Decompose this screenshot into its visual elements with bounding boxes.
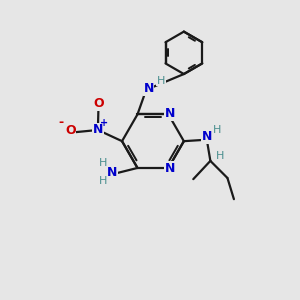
Text: O: O — [93, 97, 104, 110]
Text: N: N — [143, 82, 154, 95]
Text: -: - — [59, 116, 64, 129]
Text: N: N — [165, 107, 175, 120]
Text: H: H — [99, 176, 107, 186]
Text: H: H — [216, 151, 224, 160]
Text: N: N — [165, 162, 175, 175]
Text: N: N — [202, 130, 212, 143]
Text: N: N — [93, 124, 103, 136]
Text: N: N — [107, 166, 117, 178]
Text: +: + — [100, 118, 108, 128]
Text: H: H — [213, 125, 221, 135]
Text: H: H — [157, 76, 165, 85]
Text: O: O — [65, 124, 76, 137]
Text: H: H — [99, 158, 107, 168]
